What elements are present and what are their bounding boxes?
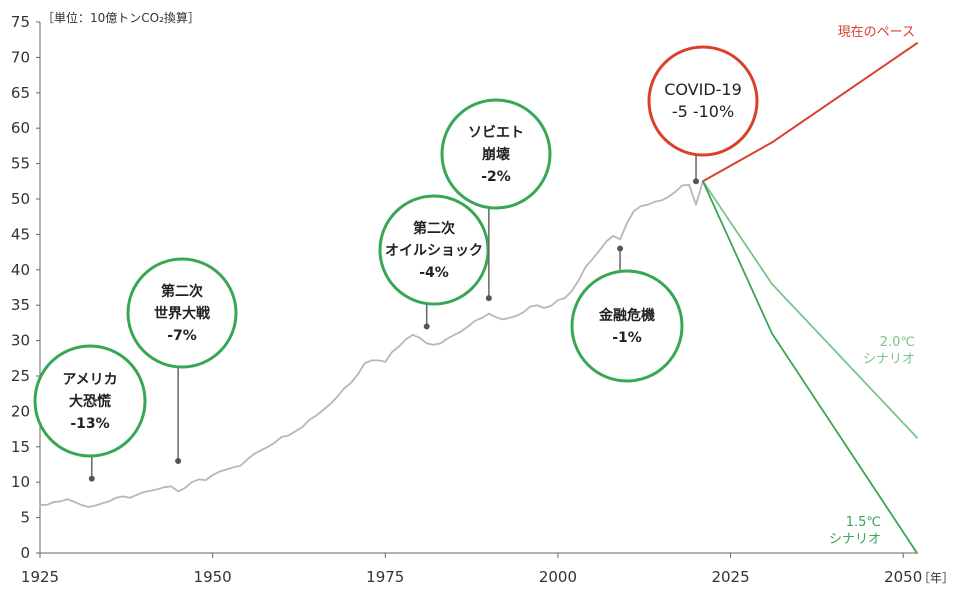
x-axis: 1925 1950 1975 2000 2025 2050	[21, 552, 922, 586]
y-tick-label: 60	[11, 119, 30, 137]
annotation-financial-crisis: 金融危機 -1%	[570, 245, 684, 383]
y-tick-label: 55	[11, 155, 30, 173]
x-tick-label: 2050	[884, 568, 922, 586]
series-line-history	[39, 180, 704, 508]
y-tick-label: 25	[11, 367, 30, 385]
annotation-text: -7%	[167, 328, 197, 344]
series-line-scenario_15c	[702, 180, 918, 554]
annotation-dot	[423, 323, 430, 330]
annotation-text: 第二次	[413, 220, 455, 237]
y-tick-label: 5	[20, 509, 30, 527]
annotation-text: 第二次	[161, 283, 203, 300]
x-unit-label: ［年］	[918, 571, 954, 585]
y-tick-label: 30	[11, 332, 30, 350]
annotation-bubble	[647, 45, 759, 157]
y-tick-label: 20	[11, 402, 30, 420]
annotation-text: 世界大戦	[154, 305, 211, 322]
annotation-dot	[693, 178, 700, 185]
y-tick-label: 75	[11, 13, 30, 31]
annotation-text: 金融危機	[598, 307, 655, 324]
x-tick-label: 1975	[366, 568, 404, 586]
annotation-text: 崩壊	[482, 146, 511, 163]
annotation-bubble	[33, 344, 147, 458]
y-tick-label: 45	[11, 225, 30, 243]
series-line-current_pace	[701, 42, 918, 183]
x-tick-label: 2000	[539, 568, 577, 586]
annotation-bubble	[440, 98, 552, 210]
y-tick-label: 65	[11, 84, 30, 102]
y-tick-label: 10	[11, 473, 30, 491]
series-label-scenario_15c: シナリオ	[829, 532, 881, 547]
y-tick-label: 70	[11, 48, 30, 66]
x-tick-label: 2025	[711, 568, 749, 586]
annotation-text: -4%	[419, 265, 449, 281]
y-tick-label: 50	[11, 190, 30, 208]
annotation-text: -5 -10%	[672, 102, 734, 121]
series-label-scenario_2c: 2.0℃	[880, 335, 915, 350]
annotation-text: COVID-19	[664, 80, 742, 99]
series-labels: 現在のペース 2.0℃ シナリオ 1.5℃ シナリオ	[829, 25, 915, 547]
series-label-scenario_15c: 1.5℃	[846, 515, 881, 530]
x-tick-label: 1925	[21, 568, 59, 586]
annotation-text: ソビエト	[468, 125, 524, 141]
y-tick-label: 0	[20, 544, 30, 562]
series-line-scenario_2c	[702, 180, 918, 439]
annotation-bubble	[570, 269, 684, 383]
annotation-dot	[485, 295, 492, 302]
annotation-text: オイルショック	[385, 243, 483, 259]
annotation-bubble	[126, 257, 238, 369]
y-tick-label: 35	[11, 296, 30, 314]
annotation-dot	[88, 475, 95, 482]
annotation-bubble	[378, 194, 490, 306]
annotation-text: -13%	[70, 416, 109, 432]
annotation-dot	[617, 245, 624, 252]
event-annotations: アメリカ大恐慌-13%第二次世界大戦-7%第二次オイルショック-4%ソビエト崩壊…	[33, 45, 759, 482]
series-label-current_pace: 現在のペース	[838, 25, 915, 40]
annotation-text: 大恐慌	[69, 393, 111, 410]
y-axis: 0 5 10 15 20 25 30 35 40 45 50 55 60 65 70 75	[11, 13, 41, 562]
unit-label: ［単位：10億トンCO₂換算］	[42, 10, 200, 25]
annotation-text: -1%	[612, 330, 642, 346]
annotation-text: アメリカ	[62, 372, 117, 388]
annotation-text: -2%	[481, 169, 511, 185]
annotation-covid-19: COVID-19 -5 -10%	[647, 45, 759, 185]
x-tick-label: 1950	[194, 568, 232, 586]
series-lines	[39, 42, 918, 554]
series-label-scenario_2c: シナリオ	[863, 352, 915, 367]
annotation-dot	[175, 457, 182, 464]
y-tick-label: 15	[11, 438, 30, 456]
y-tick-label: 40	[11, 261, 30, 279]
